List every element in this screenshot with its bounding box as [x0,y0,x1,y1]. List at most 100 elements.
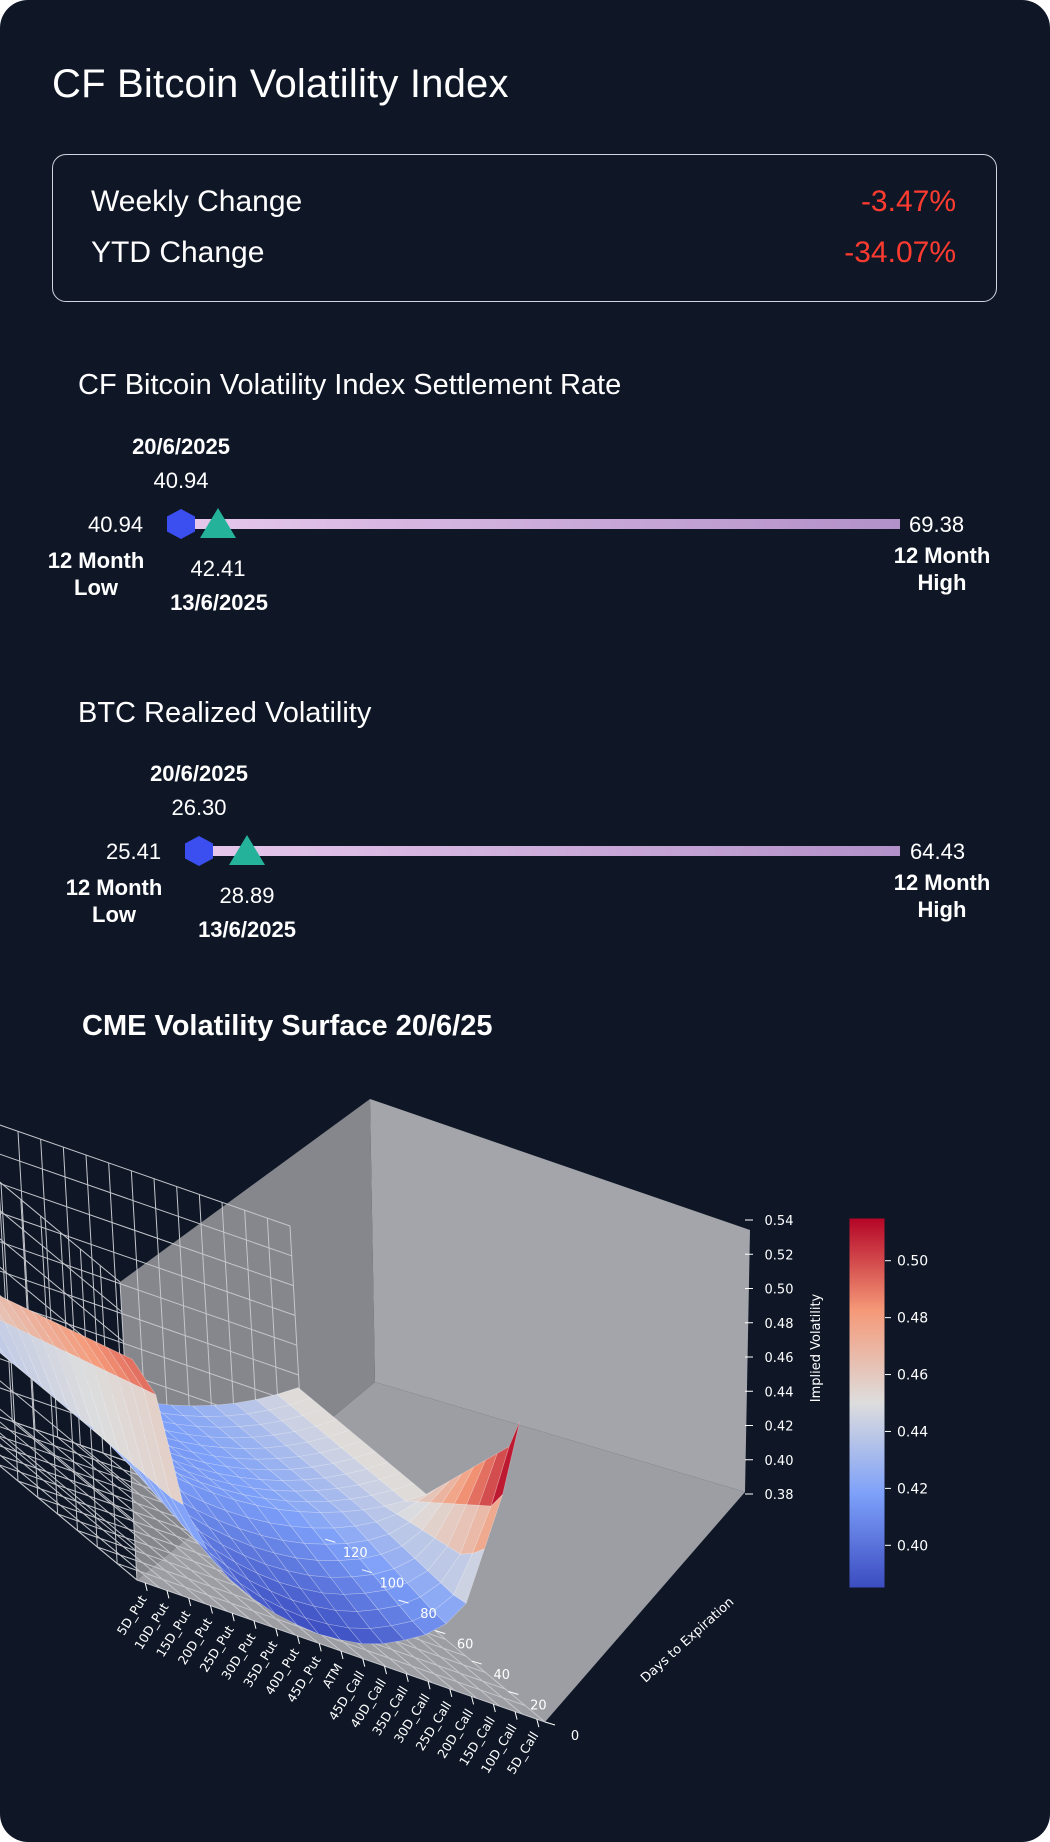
z-tick-label: 0.44 [765,1385,794,1400]
y-tick-label: 20 [530,1699,547,1714]
x-axis-tick [253,1620,257,1629]
weekly-change-label: Weekly Change [91,185,303,218]
realized-current-value: 26.30 [171,795,227,820]
x-axis-tick [275,1628,279,1637]
realized-range-graphic [185,835,900,866]
settlement-low-label-line2: Low [74,575,118,600]
realized-range: 20/6/2025 26.30 25.41 12 Month Low 28.89… [0,757,1050,957]
realized-low-value: 25.41 [106,839,162,864]
y-tick-label: 120 [343,1546,368,1561]
settlement-low-value: 40.94 [88,512,144,537]
realized-current-marker-icon [185,836,213,866]
volatility-surface-chart: 0.38 0.40 0.42 0.44 0.46 0.48 0.50 0.52 0.54 Impl… [0,1099,928,1777]
realized-range-bar [198,846,900,856]
surface-mesh [0,1295,521,1645]
colorbar-tick-label: 0.46 [897,1368,928,1384]
surface-patch [416,1480,451,1503]
realized-low-label-line1: 12 Month [65,875,163,900]
page-title: CF Bitcoin Volatility Index [52,62,509,106]
colorbar-tick-label: 0.48 [897,1311,928,1327]
x-axis-tick [209,1605,213,1614]
settlement-high-label-line1: 12 Month [893,543,991,568]
surface-colorbar: 0.40 0.42 0.44 0.46 0.48 0.50 [848,1217,928,1589]
colorbar-bar [848,1217,886,1589]
colorbar-tick-label: 0.42 [897,1481,928,1497]
surface-patch [466,1452,498,1506]
x-axis-tick [449,1688,453,1697]
realized-previous-value: 28.89 [219,883,275,908]
floor-gridline [0,1421,228,1612]
y-tick-label: 60 [457,1638,474,1653]
realized-previous-marker-icon [229,835,265,865]
back-wall-gridline [0,1196,13,1422]
weekly-change-value: -3.47% [860,185,956,218]
settlement-range-graphic [167,508,900,539]
z-tick-label: 0.38 [765,1488,794,1503]
y-axis-label: Days to Expiration [638,1595,737,1686]
z-tick-label: 0.46 [765,1351,794,1366]
realized-high-label-line2: High [917,897,967,922]
surface-patch [289,1397,325,1416]
z-axis-label: Implied Volatility [809,1293,824,1402]
realized-low-label-line2: Low [92,902,136,927]
y-axis-tick [435,1630,446,1635]
colorbar-tick-label: 0.50 [897,1254,928,1270]
floor-gridline [0,1443,183,1597]
surface-patch [490,1421,521,1507]
y-tick-label: 40 [493,1668,510,1683]
surface-title: CME Volatility Surface 20/6/25 [82,1010,493,1042]
surface-patch [302,1408,338,1427]
back-wall-gridline [17,1131,36,1430]
realized-high-value: 64.43 [910,839,966,864]
settlement-previous-marker-icon [200,508,236,538]
settlement-current-marker-icon [167,509,195,539]
surface-patch [379,1472,415,1491]
y-tick-label: 0 [571,1729,579,1744]
ytd-change-row: YTD Change -34.07% [91,236,956,276]
weekly-change-row: Weekly Change -3.47% [91,185,956,225]
x-axis-tick [144,1582,148,1591]
x-axis-tick [384,1666,388,1675]
floor-gridline [12,1421,251,1620]
floor-gridline [34,1428,274,1628]
surface-back-wall [370,1099,750,1492]
surface-patch [405,1487,439,1502]
x-tick-label: ATM [319,1661,346,1691]
realized-section-title: BTC Realized Volatility [78,697,372,729]
settlement-high-label-line2: High [917,570,967,595]
y-tick-label: 80 [420,1607,437,1622]
x-axis-tick [362,1658,366,1667]
x-axis-tick [405,1673,409,1682]
y-tick-label: 100 [380,1577,405,1592]
floor-gridline [0,1432,206,1605]
settlement-previous-value: 42.41 [190,556,246,581]
x-axis-tick [536,1719,540,1728]
change-summary-box: Weekly Change -3.47% YTD Change -34.07% [52,154,997,302]
realized-current-date: 20/6/2025 [150,761,248,786]
z-tick-label: 0.48 [765,1317,794,1332]
y-axis-tick [398,1599,409,1604]
settlement-range-bar [180,519,900,529]
x-axis-tick [296,1635,300,1644]
y-axis-tick [471,1660,482,1665]
settlement-high-value: 69.38 [909,512,965,537]
z-tick-label: 0.42 [765,1420,794,1435]
x-axis-tick [514,1711,518,1720]
y-axis-tick [325,1538,336,1543]
settlement-current-value: 40.94 [153,468,209,493]
z-tick-label: 0.54 [765,1214,794,1229]
settlement-current-date: 20/6/2025 [132,434,230,459]
left-wall-gridline [0,1181,121,1283]
z-tick-label: 0.50 [765,1283,794,1298]
x-axis-tick [471,1696,475,1705]
x-axis-tick [340,1650,344,1660]
realized-previous-date: 13/6/2025 [198,917,296,942]
x-axis-tick [231,1613,235,1622]
y-axis-tick [544,1721,556,1726]
surface-patch [0,1314,7,1324]
z-tick-label: 0.40 [765,1454,794,1469]
surface-patch [478,1445,510,1507]
y-axis-tick [508,1691,519,1696]
x-axis-tick [427,1681,431,1690]
